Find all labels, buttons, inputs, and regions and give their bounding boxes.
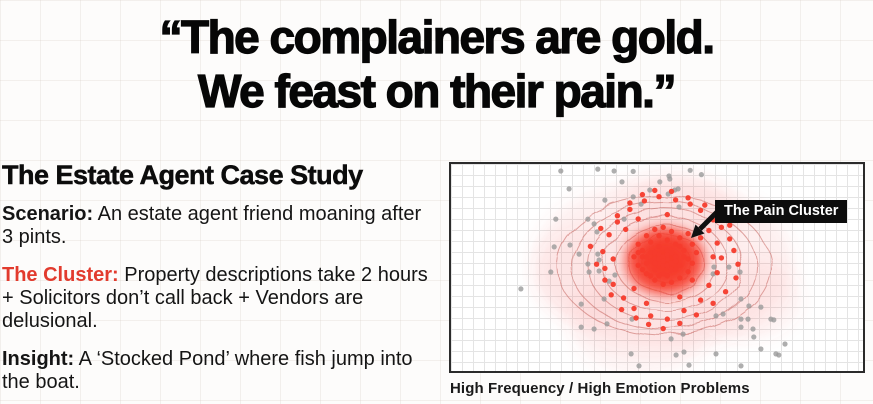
scatter-plot-area: The Pain Cluster	[449, 162, 865, 373]
headline-quote: “The complainers are gold. We feast on t…	[0, 10, 873, 118]
insight-label: Insight:	[2, 348, 75, 370]
noise-dots-layer	[518, 166, 788, 369]
headline-quote-line2: We feast on their pain.”	[197, 64, 677, 117]
scenario-label: Scenario:	[2, 203, 94, 225]
cluster-text: Property descriptions take 2 hours + Sol…	[2, 264, 428, 332]
insight-text: A ‘Stocked Pond’ where fish jump into th…	[2, 348, 413, 393]
cluster-paragraph: The Cluster: Property descriptions take …	[2, 264, 437, 333]
scenario-text: An estate agent friend moaning after 3 p…	[2, 203, 422, 248]
insight-paragraph: Insight: A ‘Stocked Pond’ where fish jum…	[2, 348, 437, 394]
chart-caption: High Frequency / High Emotion Problems	[450, 380, 750, 397]
scatter-chart: The Pain Cluster High Frequency / High E…	[449, 162, 865, 397]
cluster-label: The Cluster:	[2, 264, 119, 286]
scatter-plot-svg	[518, 166, 801, 371]
cluster-dots-layer	[587, 187, 741, 332]
pain-cluster-annotation: The Pain Cluster	[715, 200, 848, 223]
headline-quote-line1: “The complainers are gold.	[159, 10, 716, 63]
case-study-title: The Estate Agent Case Study	[2, 160, 364, 191]
case-study-panel: The Estate Agent Case Study Scenario: An…	[0, 160, 437, 404]
scenario-paragraph: Scenario: An estate agent friend moaning…	[2, 203, 437, 249]
